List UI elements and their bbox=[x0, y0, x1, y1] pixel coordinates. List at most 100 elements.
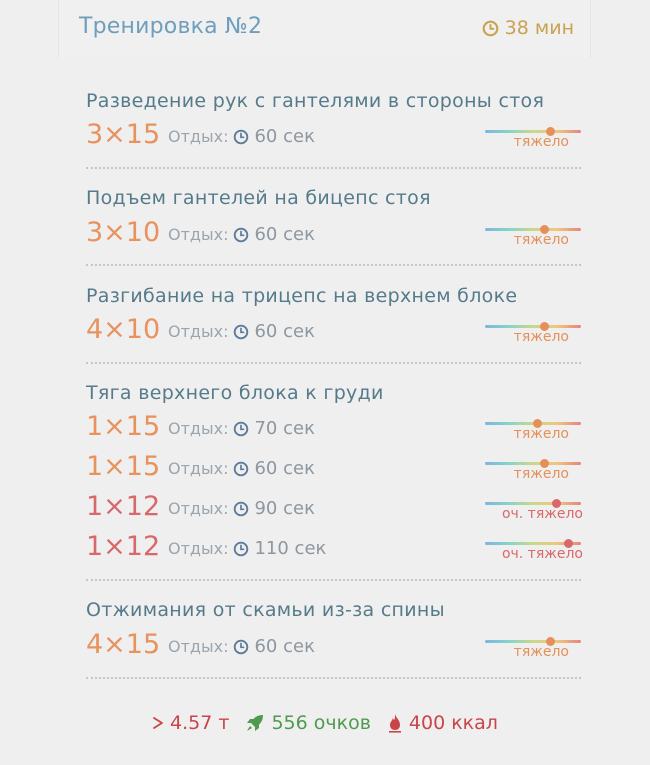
set-reps: 4×15 bbox=[86, 629, 161, 660]
intensity-slider[interactable]: тяжело bbox=[485, 119, 581, 151]
set-row: 1×15 Отдых: 60 сек тяжело bbox=[86, 451, 581, 483]
rest-value: 60 сек bbox=[254, 224, 315, 245]
rest-label: Отдых: bbox=[168, 539, 229, 558]
chevron-right-icon bbox=[153, 717, 163, 729]
total-weight-value: 4.57 т bbox=[170, 712, 230, 734]
intensity-track bbox=[485, 462, 581, 465]
rocket-icon bbox=[247, 715, 264, 731]
exercise-block[interactable]: Разгибание на трицепс на верхнем блоке 4… bbox=[86, 285, 581, 345]
rest-info: Отдых: 110 сек bbox=[168, 538, 326, 559]
intensity-slider[interactable]: тяжело bbox=[485, 217, 581, 249]
exercise-block[interactable]: Подъем гантелей на бицепс стоя 3×10 Отдых… bbox=[86, 187, 581, 249]
intensity-level: оч. тяжело bbox=[501, 506, 583, 522]
exercise-block[interactable]: Разведение рук с гантелями в стороны сто… bbox=[86, 90, 581, 150]
exercise-title: Разгибание на трицепс на верхнем блоке bbox=[86, 285, 518, 307]
total-calories: 400 ккал bbox=[387, 712, 498, 734]
divider bbox=[86, 579, 581, 581]
intensity-knob[interactable] bbox=[551, 499, 561, 508]
rest-label: Отдых: bbox=[168, 322, 229, 341]
intensity-knob[interactable] bbox=[564, 539, 574, 548]
clock-icon bbox=[234, 541, 249, 556]
rest-info: Отдых: 60 сек bbox=[168, 458, 315, 479]
clock-icon bbox=[234, 324, 249, 339]
intensity-knob[interactable] bbox=[533, 419, 543, 428]
set-row: 4×10 Отдых: 60 сек тяжело bbox=[86, 314, 581, 346]
intensity-knob[interactable] bbox=[545, 637, 555, 646]
clock-icon bbox=[234, 639, 249, 654]
intensity-level: тяжело bbox=[513, 134, 569, 150]
duration-value: 38 мин bbox=[504, 17, 574, 39]
set-reps: 1×15 bbox=[86, 451, 161, 482]
workout-header: Тренировка №2 38 мин bbox=[58, 0, 591, 58]
divider bbox=[86, 362, 581, 364]
intensity-level: тяжело bbox=[513, 329, 569, 345]
intensity-knob[interactable] bbox=[540, 225, 550, 234]
intensity-track bbox=[485, 422, 581, 425]
exercise-title: Отжимания от скамьи из-за спины bbox=[86, 599, 445, 621]
divider bbox=[86, 167, 581, 169]
divider bbox=[86, 677, 581, 679]
flame-icon bbox=[388, 714, 401, 733]
rest-info: Отдых: 60 сек bbox=[168, 126, 315, 147]
intensity-track bbox=[485, 325, 581, 328]
exercise-title: Подъем гантелей на бицепс стоя bbox=[86, 187, 431, 209]
rest-label: Отдых: bbox=[168, 459, 229, 478]
rest-label: Отдых: bbox=[168, 499, 229, 518]
clock-icon bbox=[482, 20, 499, 36]
set-reps: 1×12 bbox=[86, 531, 161, 562]
workout-title: Тренировка №2 bbox=[79, 14, 263, 39]
rest-label: Отдых: bbox=[168, 225, 229, 244]
intensity-slider[interactable]: тяжело bbox=[485, 314, 581, 346]
intensity-level: тяжело bbox=[513, 426, 569, 442]
clock-icon bbox=[234, 227, 249, 242]
rest-label: Отдых: bbox=[168, 637, 229, 656]
exercise-block[interactable]: Отжимания от скамьи из-за спины 4×15 Отды… bbox=[86, 599, 581, 661]
intensity-track bbox=[485, 542, 581, 545]
intensity-level: тяжело bbox=[513, 466, 569, 482]
divider bbox=[86, 264, 581, 266]
intensity-slider[interactable]: тяжело bbox=[485, 411, 581, 443]
set-row: 1×15 Отдых: 70 сек тяжело bbox=[86, 411, 581, 443]
intensity-slider[interactable]: оч. тяжело bbox=[485, 491, 583, 523]
clock-icon bbox=[234, 129, 249, 144]
set-row: 1×12 Отдых: 110 сек оч. тяжело bbox=[86, 531, 583, 563]
rest-label: Отдых: bbox=[168, 127, 229, 146]
total-points-value: 556 очков bbox=[271, 712, 371, 734]
intensity-knob[interactable] bbox=[540, 322, 550, 331]
rest-value: 110 сек bbox=[254, 538, 327, 559]
workout-duration: 38 мин bbox=[482, 17, 574, 39]
intensity-track bbox=[485, 640, 581, 643]
intensity-slider[interactable]: тяжело bbox=[485, 629, 581, 661]
rest-label: Отдых: bbox=[168, 419, 229, 438]
rest-info: Отдых: 70 сек bbox=[168, 418, 315, 439]
intensity-level: тяжело bbox=[513, 644, 569, 660]
rest-info: Отдых: 90 сек bbox=[168, 498, 315, 519]
workout-summary: 4.57 т 556 очков 400 ккал bbox=[0, 712, 650, 734]
intensity-level: оч. тяжело bbox=[501, 546, 583, 562]
set-reps: 4×10 bbox=[86, 314, 161, 345]
intensity-level: тяжело bbox=[513, 232, 569, 248]
rest-value: 60 сек bbox=[254, 321, 315, 342]
clock-icon bbox=[234, 501, 249, 516]
clock-icon bbox=[234, 461, 249, 476]
set-row: 3×10 Отдых: 60 сек тяжело bbox=[86, 217, 581, 249]
set-row: 1×12 Отдых: 90 сек оч. тяжело bbox=[86, 491, 583, 523]
rest-info: Отдых: 60 сек bbox=[168, 636, 315, 657]
intensity-slider[interactable]: тяжело bbox=[485, 451, 581, 483]
rest-info: Отдых: 60 сек bbox=[168, 321, 315, 342]
rest-info: Отдых: 60 сек bbox=[168, 224, 315, 245]
exercise-title: Разведение рук с гантелями в стороны сто… bbox=[86, 90, 545, 112]
set-reps: 1×15 bbox=[86, 411, 161, 442]
exercise-block[interactable]: Тяга верхнего блока к груди 1×15 Отдых: 70… bbox=[86, 382, 583, 567]
intensity-slider[interactable]: оч. тяжело bbox=[485, 531, 583, 563]
clock-icon bbox=[234, 421, 249, 436]
intensity-knob[interactable] bbox=[540, 459, 550, 468]
set-row: 3×15 Отдых: 60 сек тяжело bbox=[86, 119, 581, 151]
total-points: 556 очков bbox=[245, 712, 371, 734]
intensity-knob[interactable] bbox=[545, 127, 555, 136]
exercise-title: Тяга верхнего блока к груди bbox=[86, 382, 384, 404]
rest-value: 60 сек bbox=[254, 458, 315, 479]
intensity-track bbox=[485, 130, 581, 133]
rest-value: 60 сек bbox=[254, 126, 315, 147]
intensity-track bbox=[485, 502, 581, 505]
